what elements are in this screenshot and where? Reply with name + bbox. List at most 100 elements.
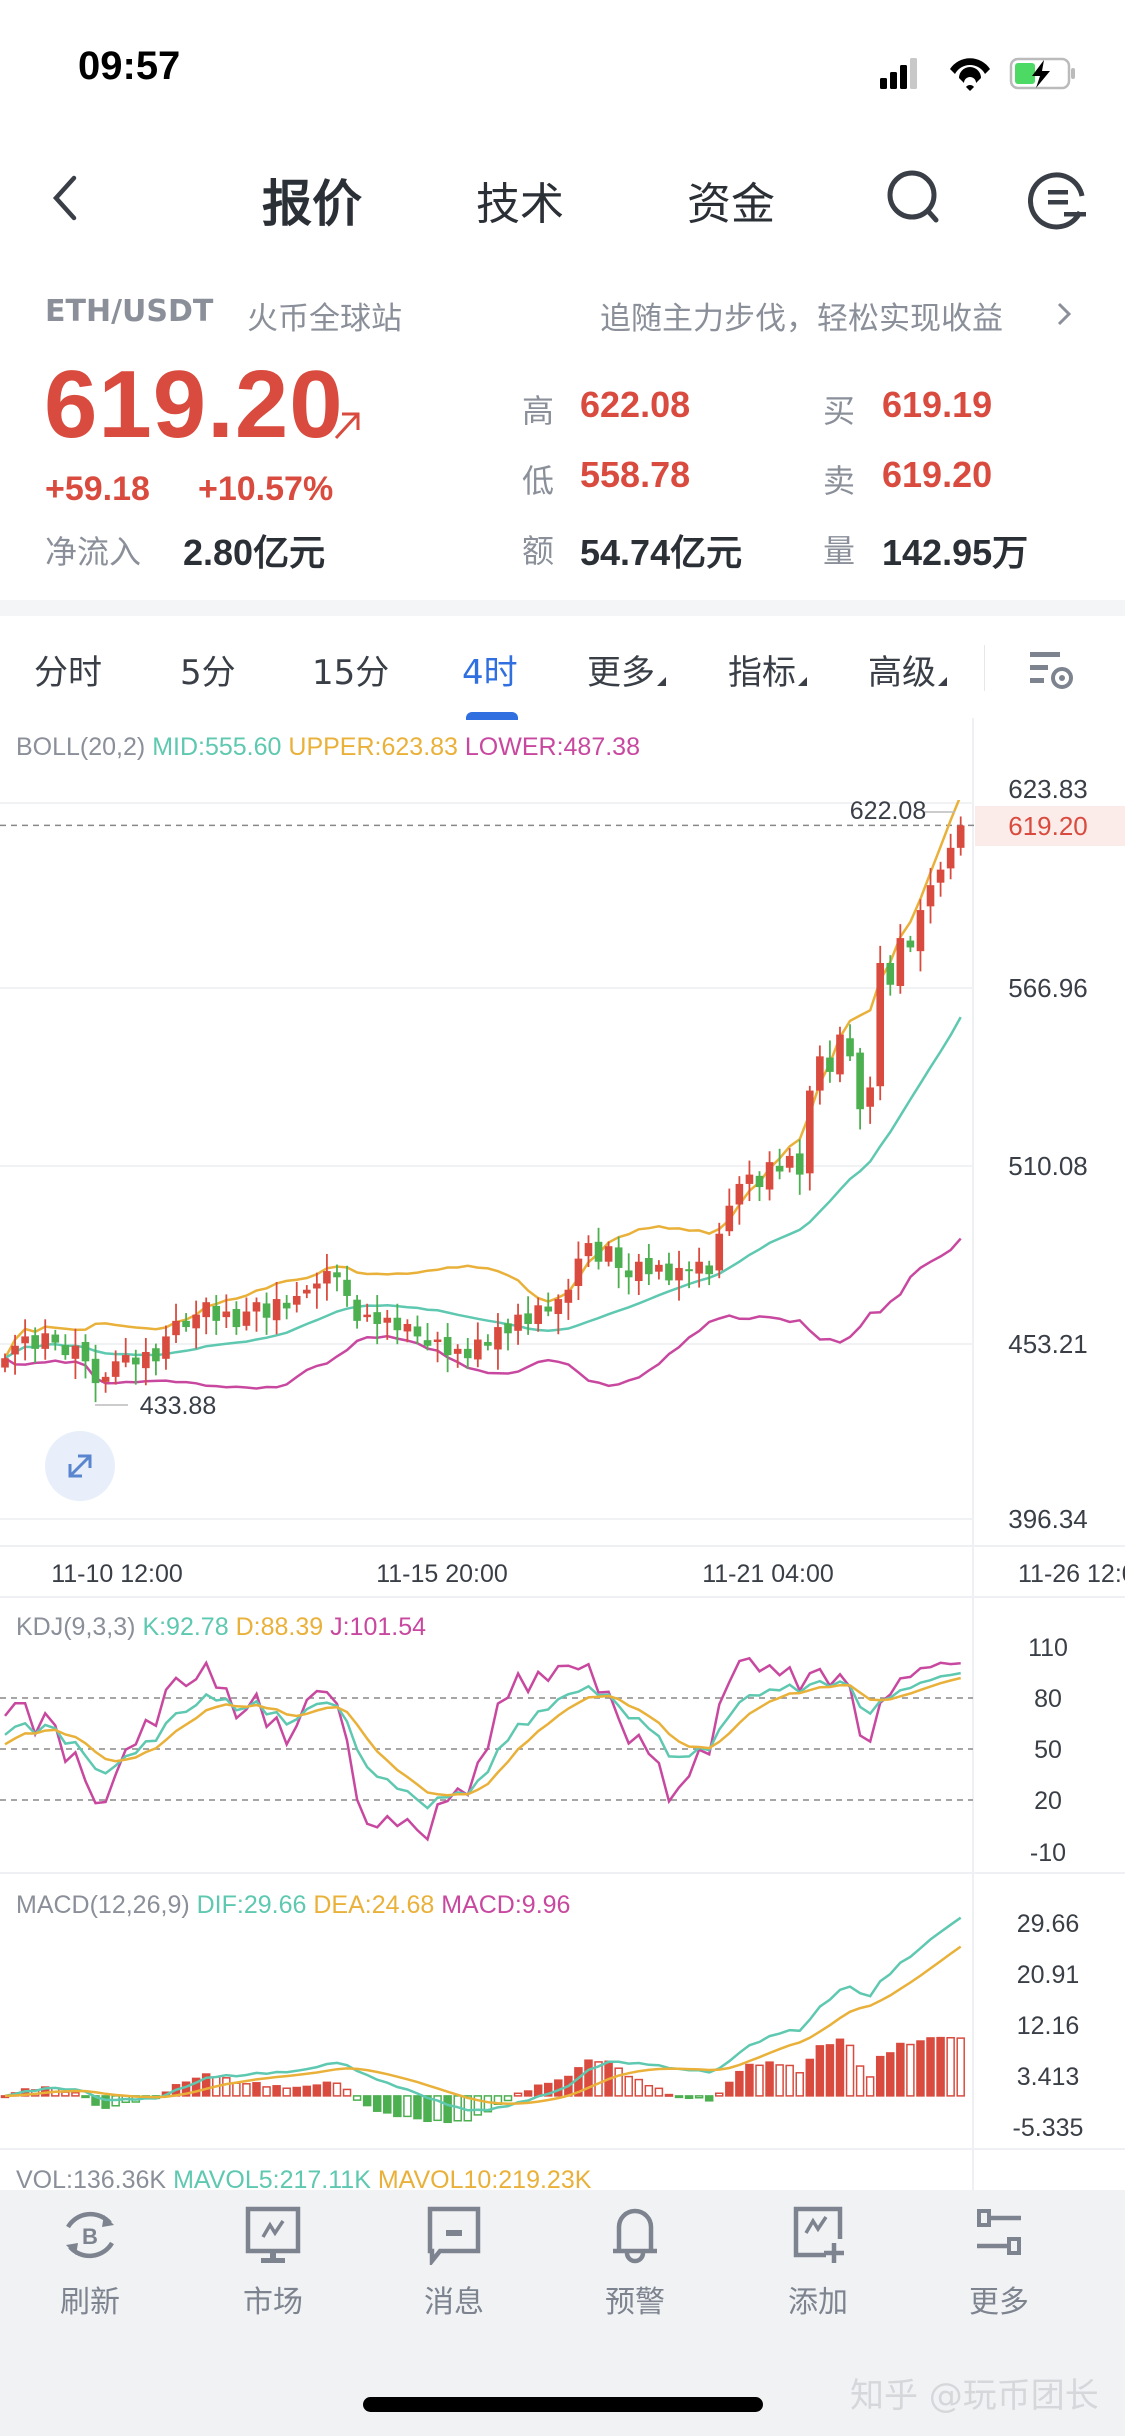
candle-body <box>655 1264 663 1272</box>
caret-icon <box>938 677 947 686</box>
kdj-panel <box>4 1656 962 1842</box>
candle-body <box>353 1299 361 1321</box>
candle-body <box>333 1272 341 1278</box>
interval-timeshare[interactable]: 分时 <box>34 653 102 693</box>
high-value: 622.08 <box>580 384 691 425</box>
macd-tick: 29.66 <box>1017 1910 1080 1938</box>
macd-histogram-bar <box>765 2061 774 2097</box>
candle-body <box>51 1334 60 1343</box>
home-indicator[interactable] <box>363 2397 763 2412</box>
alert-label: 预警 <box>605 2285 665 2320</box>
add-button[interactable]: 添加 <box>753 2205 883 2321</box>
macd-histogram-bar <box>322 2081 332 2097</box>
macd-histogram-bar <box>936 2036 945 2097</box>
macd-histogram-bar <box>735 2070 744 2097</box>
interval-4h[interactable]: 4时 <box>462 653 518 693</box>
tab-separator <box>984 645 985 691</box>
message-icon <box>427 2206 481 2265</box>
advanced-dropdown[interactable]: 高级 <box>868 645 947 694</box>
wifi-icon <box>950 58 990 91</box>
candle-body <box>313 1283 321 1289</box>
caret-icon <box>657 677 666 686</box>
candle-body <box>423 1340 432 1346</box>
macd-histogram-bar <box>664 2093 674 2097</box>
kdj-title: KDJ(9,3,3) <box>16 1613 136 1641</box>
candle-body <box>222 1311 231 1318</box>
price-change: +59.18 <box>45 470 150 508</box>
interval-more-dropdown[interactable]: 更多 <box>587 645 666 694</box>
more-button[interactable]: 更多 <box>934 2205 1064 2321</box>
macd-histogram-bar <box>614 2067 623 2097</box>
macd-histogram-bar <box>292 2086 301 2097</box>
macd-histogram-bar <box>694 2095 704 2099</box>
macd-histogram-bar <box>745 2063 754 2097</box>
candle-body <box>916 910 925 952</box>
candle-body <box>162 1336 170 1359</box>
interval-5m[interactable]: 5分 <box>180 653 236 693</box>
macd-histogram-bar <box>403 2095 412 2118</box>
market-button[interactable]: 市场 <box>208 2205 338 2321</box>
candle-body <box>906 940 915 948</box>
menu-chat-icon[interactable] <box>1028 168 1090 230</box>
indicator-dropdown[interactable]: 指标 <box>728 645 807 694</box>
back-button[interactable] <box>50 175 80 221</box>
candle-body <box>896 938 905 987</box>
chevron-right-icon[interactable] <box>1054 300 1074 328</box>
sliders-icon <box>977 2209 1021 2255</box>
chart-settings-icon[interactable] <box>1030 650 1076 692</box>
candle-body <box>61 1345 70 1356</box>
interval-15m[interactable]: 15分 <box>312 653 390 693</box>
candle-body <box>101 1376 110 1382</box>
macd-histogram-bar <box>684 2095 694 2100</box>
candle-body <box>494 1327 502 1350</box>
macd-tick: -5.335 <box>1013 2114 1084 2142</box>
macd-histogram-bar <box>956 2037 965 2097</box>
candle-body <box>373 1312 382 1324</box>
messages-button[interactable]: 消息 <box>389 2205 519 2321</box>
macd-histogram-bar <box>775 2064 784 2097</box>
time-tick: 11-10 12:00 <box>51 1560 183 1588</box>
candle-body <box>142 1351 150 1369</box>
macd-histogram-bar <box>342 2088 352 2097</box>
candle-body <box>463 1348 472 1359</box>
tab-technical[interactable]: 技术 <box>476 179 564 230</box>
candle-body <box>926 885 935 907</box>
candle-body <box>765 1162 774 1190</box>
candle-body <box>131 1357 140 1365</box>
advanced-label: 高级 <box>868 653 936 693</box>
candle-body <box>343 1279 351 1296</box>
price-tick: 566.96 <box>1008 973 1088 1003</box>
kline-chart[interactable]: 623.83 619.20 566.96 510.08 453.21 396.3… <box>0 0 1125 2190</box>
macd-histogram-bar <box>242 2083 251 2097</box>
add-chart-icon <box>793 2206 844 2263</box>
macd-histogram-bar <box>222 2077 231 2097</box>
macd-histogram-bar <box>191 2077 201 2097</box>
net-inflow-value: 2.80亿元 <box>183 532 326 573</box>
macd-histogram-bar <box>252 2082 261 2097</box>
active-tab-indicator <box>466 712 518 720</box>
candle-body <box>81 1342 90 1362</box>
tab-funds[interactable]: 资金 <box>687 179 775 230</box>
macd-histogram-bar <box>262 2086 271 2097</box>
candle-body <box>232 1309 241 1328</box>
macd-histogram-bar <box>584 2059 593 2097</box>
boll-upper: UPPER:623.83 <box>288 733 458 761</box>
low-marker-label: 433.88 <box>140 1392 216 1420</box>
search-icon[interactable] <box>884 168 944 228</box>
candle-body <box>795 1153 804 1175</box>
candle-body <box>624 1270 633 1278</box>
fullscreen-button[interactable] <box>45 1431 115 1501</box>
alert-button[interactable]: 预警 <box>570 2205 700 2321</box>
macd-histogram-bar <box>101 2095 110 2109</box>
candle-body <box>21 1336 29 1344</box>
volume-label: 量 <box>823 532 856 570</box>
bid-value: 619.19 <box>882 384 993 425</box>
tab-quote[interactable]: 报价 <box>262 175 362 233</box>
candle-body <box>323 1271 331 1284</box>
candle-body <box>534 1305 542 1324</box>
refresh-button[interactable]: B 刷新 <box>25 2205 155 2321</box>
candle-body <box>634 1261 643 1282</box>
promo-link[interactable]: 追随主力步伐，轻松实现收益 <box>600 301 1003 337</box>
macd-value: MACD:9.96 <box>441 1891 571 1919</box>
expand-icon <box>68 1454 92 1478</box>
